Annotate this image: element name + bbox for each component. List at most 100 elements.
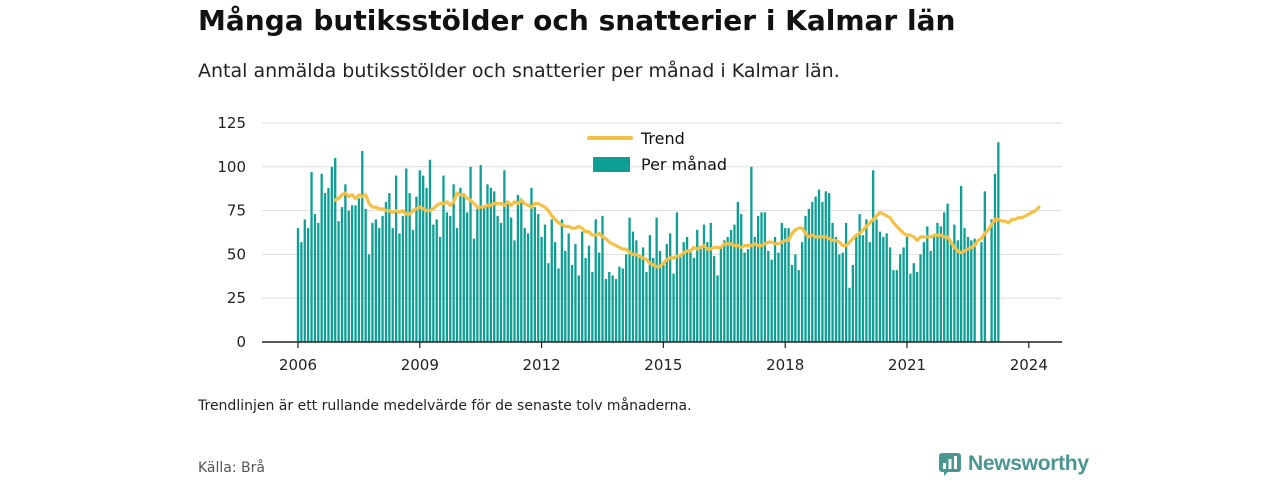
bar bbox=[384, 201, 388, 342]
bar bbox=[699, 249, 702, 342]
bar bbox=[547, 263, 550, 342]
bar bbox=[800, 242, 804, 342]
bar bbox=[672, 273, 675, 342]
brand-name: Newsworthy bbox=[968, 452, 1089, 475]
bar bbox=[966, 236, 970, 342]
bar bbox=[817, 189, 821, 342]
bar bbox=[553, 242, 557, 342]
bar bbox=[317, 222, 320, 342]
bar bbox=[587, 245, 591, 342]
bar bbox=[608, 271, 611, 342]
bar bbox=[516, 194, 520, 342]
bar bbox=[713, 256, 716, 342]
bar bbox=[811, 201, 814, 342]
bar bbox=[597, 252, 601, 342]
bar bbox=[641, 247, 645, 342]
bar bbox=[970, 240, 973, 342]
bar bbox=[743, 252, 746, 342]
bar bbox=[736, 201, 739, 342]
bar bbox=[513, 240, 516, 342]
bar bbox=[476, 208, 479, 342]
bar bbox=[574, 243, 577, 342]
bar bbox=[882, 236, 885, 342]
trend-line bbox=[333, 191, 1041, 269]
x-tick-label: 2015 bbox=[644, 356, 682, 374]
bar bbox=[838, 254, 841, 342]
bar bbox=[415, 196, 418, 342]
bar bbox=[949, 243, 953, 342]
bar bbox=[537, 214, 540, 342]
bar bbox=[959, 186, 963, 342]
bar bbox=[354, 205, 357, 342]
bar bbox=[821, 201, 824, 342]
y-tick-label: 100 bbox=[217, 158, 246, 176]
y-tick-label: 125 bbox=[217, 114, 246, 132]
bar bbox=[797, 270, 800, 342]
bar bbox=[381, 215, 384, 342]
x-tick-label: 2024 bbox=[1010, 356, 1048, 374]
bar bbox=[990, 219, 993, 342]
bar bbox=[706, 242, 709, 342]
bar bbox=[570, 264, 574, 342]
bar bbox=[611, 275, 614, 342]
bar bbox=[361, 151, 364, 342]
bar bbox=[320, 173, 323, 342]
bar bbox=[750, 166, 753, 342]
bar bbox=[679, 254, 682, 342]
bar bbox=[855, 236, 858, 342]
bar bbox=[905, 236, 909, 342]
bar bbox=[696, 229, 699, 342]
bar bbox=[851, 264, 855, 342]
bar bbox=[760, 212, 763, 342]
x-tick-labels: 2006 2009 2012 2015 2018 2021 2024 bbox=[279, 356, 1048, 374]
bar bbox=[520, 198, 523, 342]
bar bbox=[337, 221, 340, 342]
bar bbox=[841, 252, 844, 342]
bar bbox=[909, 273, 912, 342]
bar bbox=[540, 236, 543, 342]
bar bbox=[472, 238, 476, 342]
bar bbox=[922, 242, 926, 342]
bar bbox=[564, 250, 567, 342]
bar bbox=[499, 222, 503, 342]
bar bbox=[983, 191, 986, 342]
bar bbox=[702, 224, 706, 342]
legend-bars-swatch bbox=[593, 157, 630, 172]
bar bbox=[344, 184, 347, 342]
bar bbox=[340, 207, 344, 342]
bar bbox=[645, 271, 648, 342]
bar bbox=[885, 233, 888, 342]
bar bbox=[662, 264, 665, 342]
bar bbox=[658, 250, 662, 342]
bar bbox=[912, 263, 915, 342]
bar bbox=[418, 170, 421, 342]
bar bbox=[445, 212, 449, 342]
bar bbox=[794, 254, 797, 342]
chart-subtitle: Antal anmälda butiksstölder och snatteri… bbox=[198, 60, 840, 82]
bar bbox=[503, 170, 506, 342]
bar bbox=[422, 175, 425, 342]
bar bbox=[300, 242, 303, 342]
bar bbox=[364, 208, 367, 342]
bar bbox=[435, 219, 438, 342]
bar bbox=[425, 187, 428, 342]
bar bbox=[848, 287, 851, 342]
bar bbox=[888, 247, 892, 342]
bar bbox=[652, 257, 655, 342]
bar bbox=[631, 231, 635, 342]
bar bbox=[878, 231, 882, 342]
bar bbox=[929, 250, 932, 342]
brand-logo[interactable]: Newsworthy bbox=[938, 450, 1089, 478]
bar bbox=[486, 184, 489, 342]
bar bbox=[581, 231, 584, 342]
bar bbox=[831, 222, 834, 342]
bar bbox=[506, 201, 509, 342]
bar bbox=[638, 257, 641, 342]
bar bbox=[628, 217, 631, 342]
bar bbox=[618, 266, 621, 342]
bar bbox=[963, 228, 966, 342]
bar bbox=[594, 219, 597, 342]
bar bbox=[493, 191, 496, 342]
bar bbox=[763, 212, 767, 342]
